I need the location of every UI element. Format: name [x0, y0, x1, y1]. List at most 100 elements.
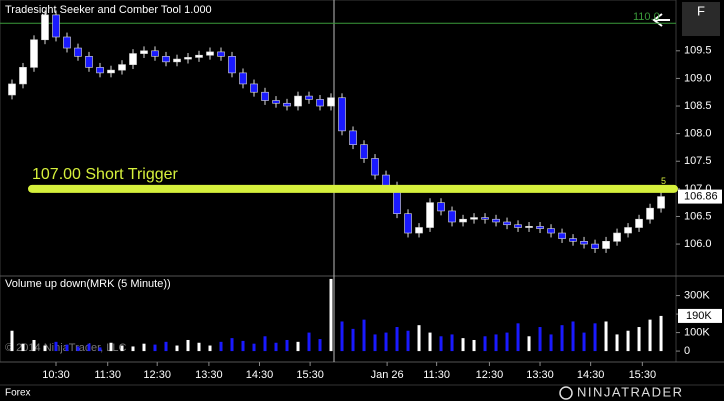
- volume-bar: [329, 278, 333, 352]
- last-volume-label: 190K: [686, 310, 712, 322]
- candle-body: [580, 241, 588, 245]
- y-tick-label: 109.5: [684, 45, 712, 57]
- volume-bar: [164, 341, 168, 352]
- volume-bar: [604, 321, 608, 352]
- volume-bar: [560, 325, 564, 352]
- volume-bar: [76, 346, 80, 352]
- candle-body: [173, 58, 181, 63]
- volume-bar: [186, 339, 190, 352]
- volume-bar: [285, 339, 289, 352]
- volume-bar: [439, 336, 443, 352]
- reference-label: 110.0: [633, 11, 660, 23]
- volume-bar: [626, 330, 630, 352]
- volume-bar: [648, 319, 652, 352]
- candle-body: [30, 39, 38, 68]
- candle-body: [327, 97, 335, 107]
- volume-bar: [208, 345, 212, 352]
- volume-bar: [637, 327, 641, 352]
- y-tick-label: 108.5: [684, 100, 712, 112]
- candle-body: [283, 102, 291, 107]
- x-tick-label: 11:30: [423, 369, 450, 381]
- window-button[interactable]: [682, 2, 720, 36]
- y-tick-label: 106.0: [684, 238, 712, 250]
- candle-body: [261, 91, 269, 101]
- x-tick-label: 13:30: [195, 369, 223, 381]
- volume-bar: [10, 330, 14, 352]
- volume-bar: [582, 332, 586, 352]
- volume-bar: [516, 323, 520, 352]
- volume-bar: [483, 336, 487, 352]
- candle-body: [162, 56, 170, 63]
- candle-body: [602, 241, 610, 249]
- candle-body: [239, 72, 247, 85]
- volume-bar: [153, 344, 157, 352]
- candle-body: [437, 202, 445, 212]
- candle-body: [316, 99, 324, 107]
- candle-body: [151, 50, 159, 57]
- volume-bar: [175, 345, 179, 352]
- volume-bar: [263, 336, 267, 352]
- candle-body: [382, 174, 390, 187]
- candle-body: [646, 207, 654, 220]
- volume-bar: [362, 319, 366, 352]
- candle-body: [305, 95, 313, 100]
- candle-body: [404, 213, 412, 234]
- candle-body: [129, 53, 137, 65]
- x-tick-label: 15:30: [296, 369, 324, 381]
- volume-bar: [21, 343, 25, 352]
- candle-body: [591, 243, 599, 249]
- last-price-box: [678, 189, 722, 204]
- candle-body: [371, 158, 379, 176]
- market-label: Forex: [5, 388, 31, 399]
- volume-bar: [615, 334, 619, 352]
- back-arrow[interactable]: [652, 13, 670, 27]
- volume-bar: [98, 347, 102, 352]
- volume-bar: [252, 343, 256, 352]
- candle-body: [558, 232, 566, 239]
- volume-bar: [571, 321, 575, 352]
- y-tick-label: 109.0: [684, 72, 712, 84]
- candle-body: [19, 67, 27, 85]
- x-tick-label: 12:30: [143, 369, 171, 381]
- candle-body: [481, 217, 489, 220]
- volume-bar: [318, 339, 322, 352]
- x-tick-label: 14:30: [246, 369, 274, 381]
- brand-icon: [559, 386, 573, 400]
- volume-bar: [32, 339, 36, 352]
- brand-logo: NINJATRADER: [577, 384, 684, 399]
- candle-body: [206, 51, 214, 56]
- volume-bar: [65, 344, 69, 352]
- volume-bar: [384, 332, 388, 352]
- candle-body: [613, 232, 621, 242]
- last-price-label: 106.86: [684, 190, 718, 202]
- candle-body: [184, 57, 192, 60]
- candle-body: [63, 36, 71, 49]
- x-tick-label: 15:30: [629, 369, 657, 381]
- y-tick-label: 107.5: [684, 155, 712, 167]
- volume-bar: [120, 345, 124, 352]
- candle-body: [74, 47, 82, 57]
- y-tick-label: 106.5: [684, 210, 712, 222]
- window-button-label[interactable]: F: [697, 3, 705, 18]
- volume-bar: [659, 315, 663, 352]
- volume-bar: [230, 338, 234, 352]
- volume-bar: [87, 343, 91, 352]
- volume-bar: [593, 323, 597, 352]
- x-tick-label: 12:30: [476, 369, 504, 381]
- trigger-count: 5: [661, 176, 666, 186]
- volume-bar: [219, 341, 223, 352]
- candle-body: [624, 227, 632, 234]
- volume-bar: [351, 328, 355, 352]
- candle-body: [118, 64, 126, 71]
- y-tick-label: 108.0: [684, 128, 712, 140]
- volume-bar: [197, 342, 201, 352]
- candle-body: [8, 83, 16, 96]
- candle-body: [492, 218, 500, 223]
- candle-body: [250, 83, 258, 93]
- volume-bar: [109, 342, 113, 352]
- x-tick-label: 11:30: [94, 369, 121, 381]
- x-tick-label: 14:30: [577, 369, 605, 381]
- candle-body: [107, 69, 115, 74]
- volume-bar: [43, 345, 47, 352]
